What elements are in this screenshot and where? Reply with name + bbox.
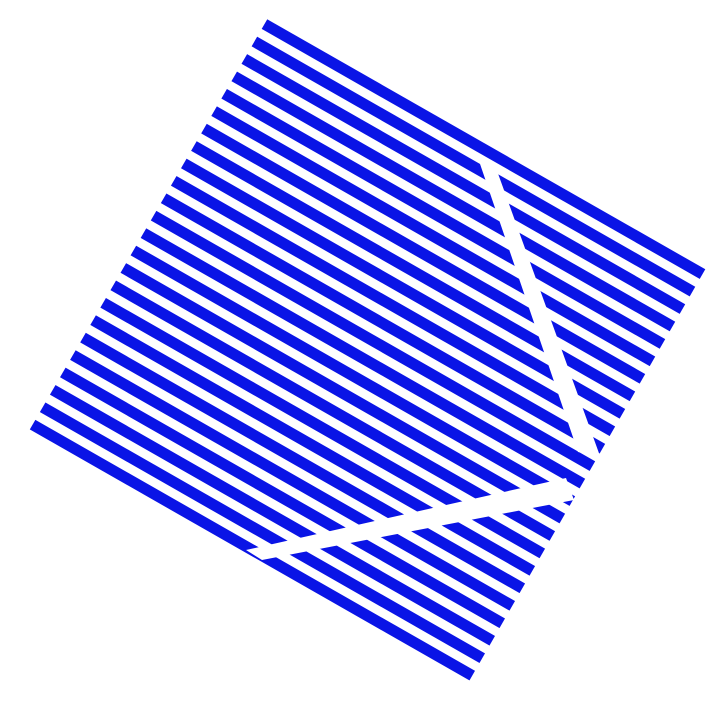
notch-horizontal-wedge xyxy=(246,478,574,560)
stripe xyxy=(77,18,706,396)
notch-vertical-wedge xyxy=(478,158,600,456)
stripe xyxy=(88,18,706,379)
